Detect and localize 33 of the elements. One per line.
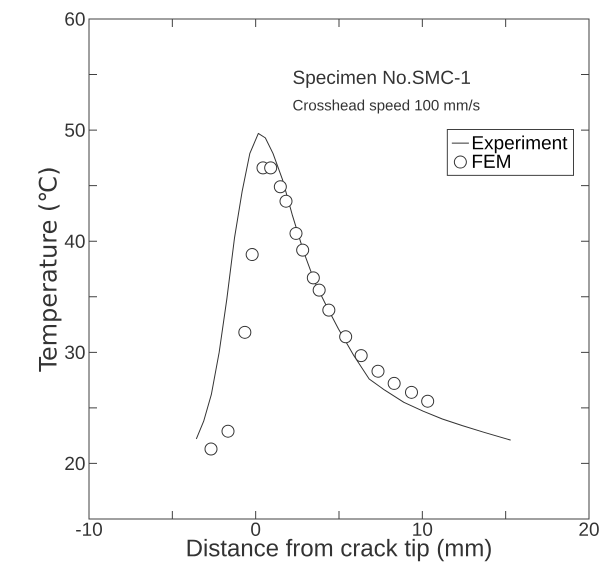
point <box>246 248 259 262</box>
point <box>296 244 310 257</box>
x-tick-label: 0 <box>251 522 260 536</box>
y-axis-title: Temperature (℃) <box>38 168 62 372</box>
legend-label: FEM <box>472 154 510 168</box>
point <box>264 161 278 174</box>
x-tick-label: 20 <box>579 522 599 536</box>
point <box>274 180 287 194</box>
point <box>421 394 434 408</box>
point <box>339 330 352 344</box>
y-tick-label: 40 <box>64 234 85 248</box>
point <box>354 349 368 362</box>
y-tick-label: 20 <box>65 456 85 470</box>
point <box>306 271 320 284</box>
point <box>312 284 326 297</box>
point <box>290 226 302 240</box>
point <box>204 442 218 456</box>
point <box>372 364 384 378</box>
point <box>238 326 252 339</box>
annotation: Crosshead speed 100 mm/s <box>293 100 480 114</box>
point <box>405 386 418 399</box>
legend-label: Experiment <box>472 135 568 154</box>
annotation: Specimen No.SMC-1 <box>293 70 470 88</box>
point <box>280 194 292 208</box>
point <box>322 304 336 317</box>
y-tick-label: 30 <box>65 346 85 360</box>
point <box>222 424 235 438</box>
point <box>388 376 401 390</box>
x-axis-title: Distance from crack tip (mm) <box>188 538 491 562</box>
x-tick-label: 10 <box>413 522 432 536</box>
y-tick-label: 50 <box>65 123 85 137</box>
x-tick-label: -10 <box>76 522 102 536</box>
y-tick-label: 60 <box>65 12 85 26</box>
